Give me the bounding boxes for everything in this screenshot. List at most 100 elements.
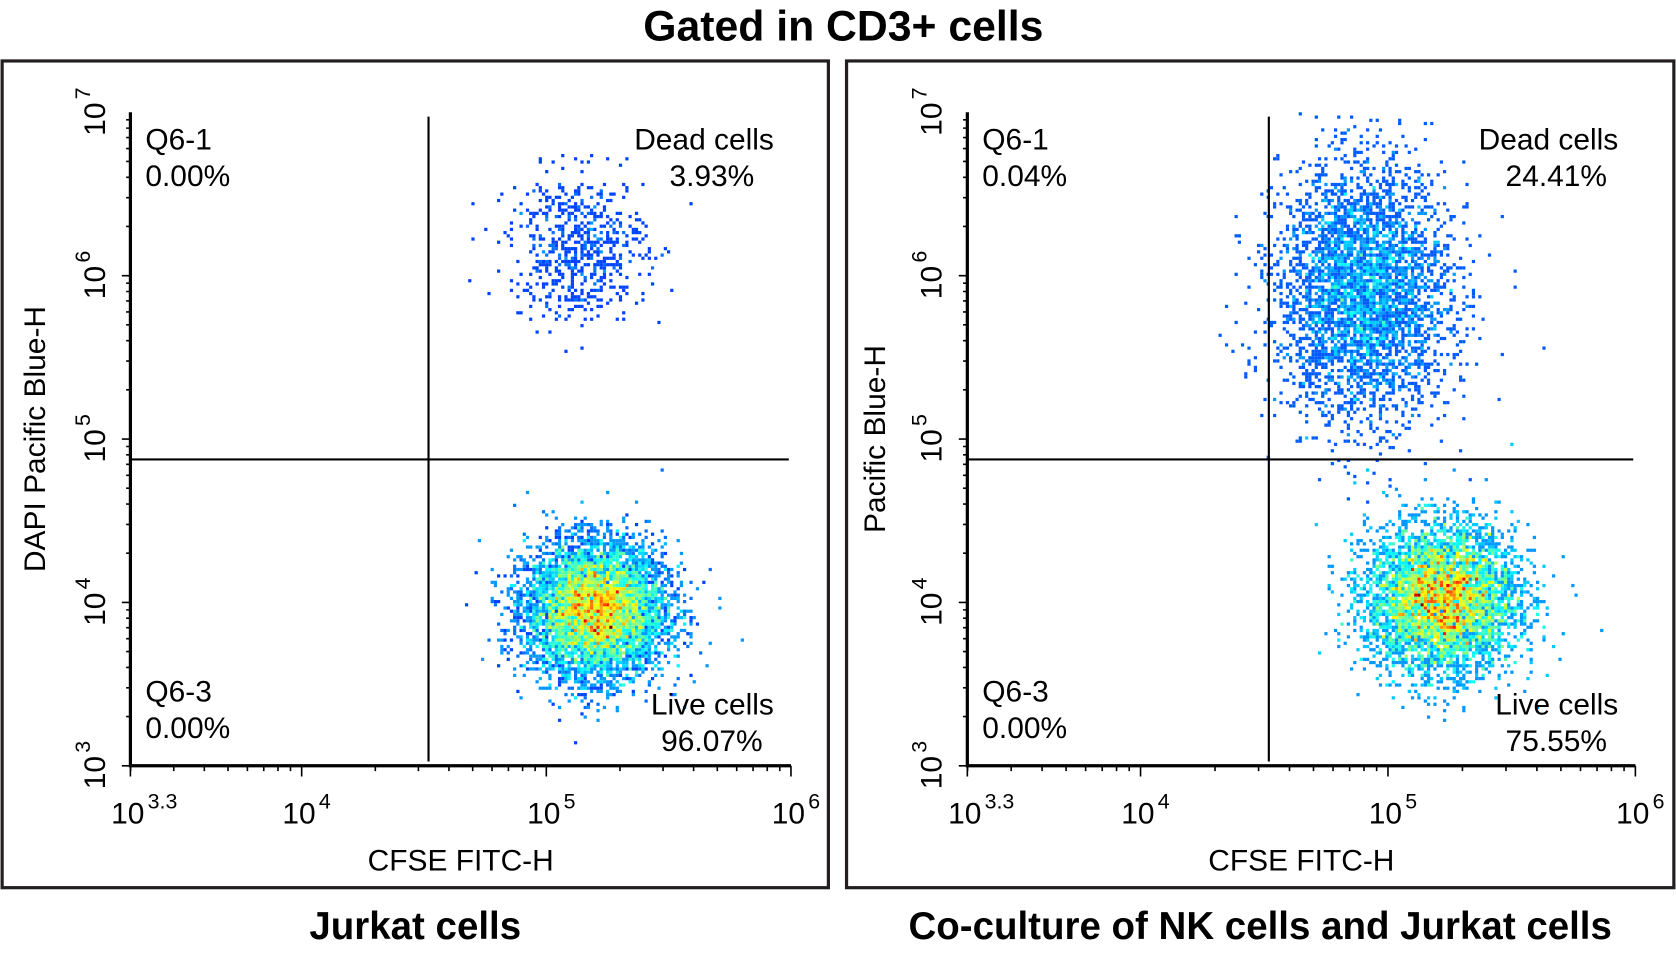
event-bin [651,561,654,564]
event-bin [558,642,561,645]
event-bin [558,603,561,606]
event-bin [568,677,571,680]
event-bin [1372,610,1375,613]
event-bin [529,555,532,558]
event-bin [555,661,558,664]
event-bin [536,622,539,625]
event-bin [596,603,599,606]
event-bin [532,558,535,561]
event-bin [1456,517,1459,520]
event-bin [1475,603,1478,606]
event-bin [574,231,577,234]
event-bin [1398,282,1401,285]
quadrant-lr-value: 96.07% [661,725,762,758]
event-bin [1530,626,1533,629]
event-bin [536,645,539,648]
event-bin [558,664,561,667]
event-bin [1369,318,1372,321]
event-bin [590,629,593,632]
event-bin [1446,574,1449,577]
event-bin [625,667,628,670]
event-bin [1289,205,1292,208]
event-bin [1411,648,1414,651]
event-bin [1433,578,1436,581]
event-bin [590,587,593,590]
event-bin [1424,212,1427,215]
event-bin [564,584,567,587]
event-bin [574,658,577,661]
event-bin [1424,619,1427,622]
event-bin [1372,324,1375,327]
event-bin [1405,545,1408,548]
event-bin [1408,645,1411,648]
event-bin [1299,440,1302,443]
event-bin [657,632,660,635]
event-bin [1283,273,1286,276]
event-bin [1388,173,1391,176]
event-bin [641,600,644,603]
event-bin [616,664,619,667]
event-bin [1459,626,1462,629]
event-bin [645,520,648,523]
event-bin [1340,298,1343,301]
event-bin [606,241,609,244]
event-bin [558,228,561,231]
event-bin [571,298,574,301]
event-bin [536,613,539,616]
event-bin [1446,645,1449,648]
event-bin [1276,286,1279,289]
event-bin [1469,632,1472,635]
event-bin [1427,571,1430,574]
event-bin [1376,388,1379,391]
event-bin [548,565,551,568]
event-bin [587,292,590,295]
event-bin [574,305,577,308]
event-bin [1421,545,1424,548]
event-bin [648,600,651,603]
event-bin [1430,642,1433,645]
event-bin [1421,347,1424,350]
event-bin [1318,257,1321,260]
event-bin [600,651,603,654]
event-bin [1514,622,1517,625]
event-bin [1382,610,1385,613]
event-bin [625,552,628,555]
event-bin [580,270,583,273]
event-bin [667,632,670,635]
event-bin [580,683,583,686]
event-bin [577,536,580,539]
event-bin [612,266,615,269]
event-bin [1417,539,1420,542]
event-bin [1459,587,1462,590]
event-bin [1485,597,1488,600]
event-bin [1472,635,1475,638]
event-bin [596,622,599,625]
event-bin [1443,671,1446,674]
event-bin [1398,619,1401,622]
event-bin [638,616,641,619]
event-bin [1421,561,1424,564]
event-bin [1340,330,1343,333]
event-bin [500,638,503,641]
event-bin [593,545,596,548]
event-bin [532,661,535,664]
event-bin [596,565,599,568]
event-bin [1453,568,1456,571]
event-bin [1459,561,1462,564]
event-bin [1485,638,1488,641]
event-bin [606,263,609,266]
event-bin [510,619,513,622]
event-bin [542,574,545,577]
event-bin [638,273,641,276]
event-bin [661,638,664,641]
event-bin [1433,523,1436,526]
event-bin [1501,616,1504,619]
event-bin [558,719,561,722]
event-bin [619,632,622,635]
event-bin [526,661,529,664]
event-bin [564,578,567,581]
event-bin [612,228,615,231]
event-bin [580,571,583,574]
event-bin [558,237,561,240]
event-bin [612,655,615,658]
